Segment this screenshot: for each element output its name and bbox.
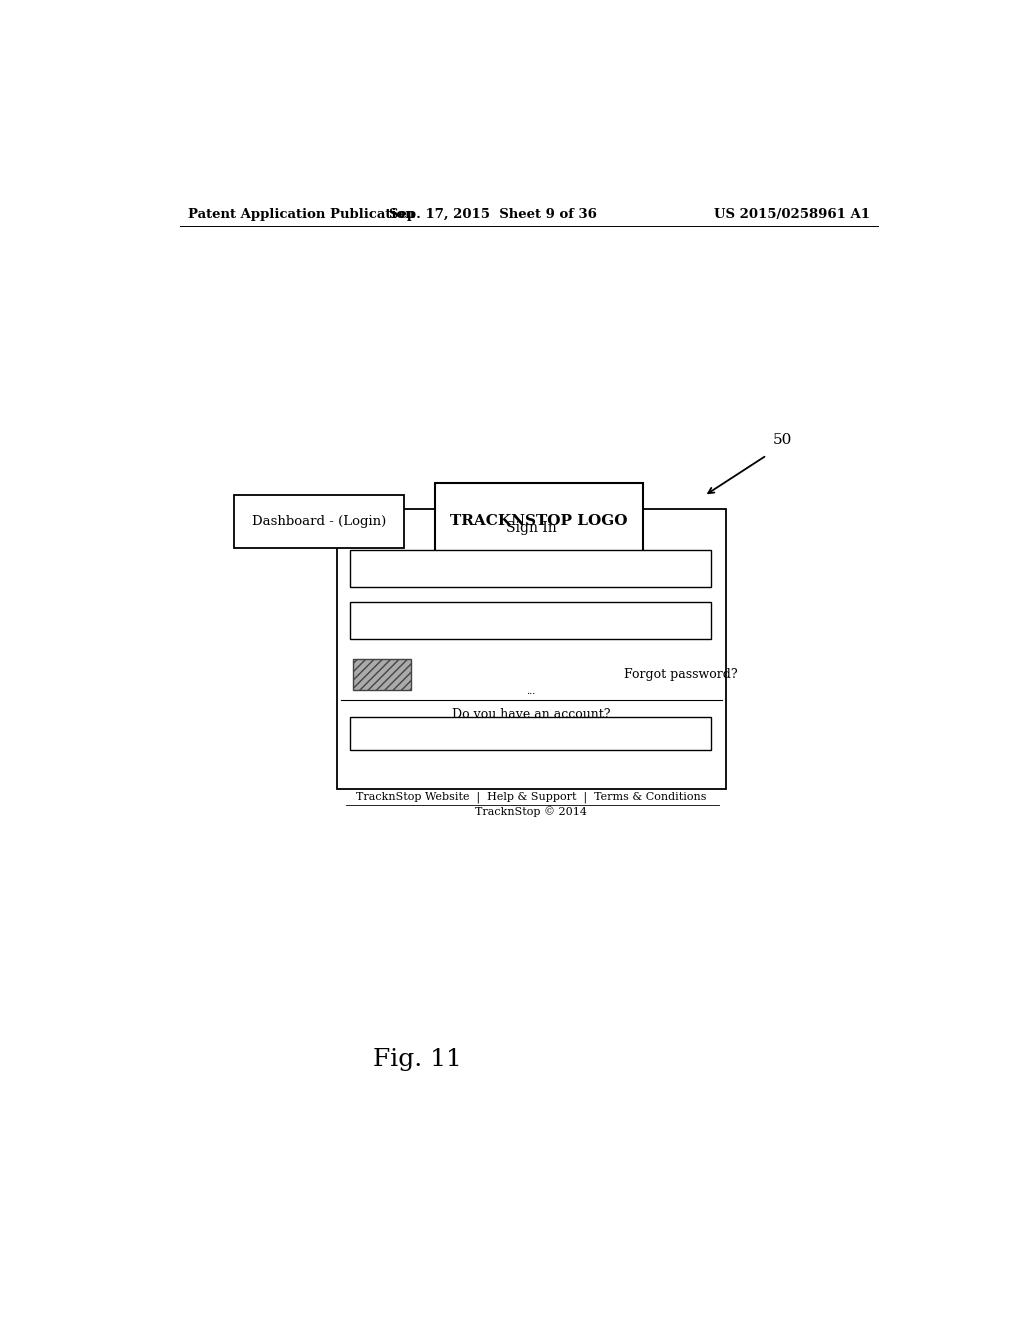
Text: Password: Password [501,614,561,627]
Text: TracknStop Website  |  Help & Support  |  Terms & Conditions: TracknStop Website | Help & Support | Te… [356,792,707,804]
Text: Patent Application Publication: Patent Application Publication [187,207,415,220]
Bar [233,495,404,548]
Text: Email Address: Email Address [485,562,577,576]
Bar [337,510,726,788]
Text: US 2015/0258961 A1: US 2015/0258961 A1 [714,207,870,220]
Text: Sep. 17, 2015  Sheet 9 of 36: Sep. 17, 2015 Sheet 9 of 36 [389,207,597,220]
Text: 50: 50 [773,433,793,447]
Text: ...: ... [526,688,536,696]
Bar [350,718,712,750]
Text: Dashboard - (Login): Dashboard - (Login) [252,515,386,528]
Text: Forgot password?: Forgot password? [625,668,738,681]
Text: Create an account: Create an account [472,727,589,741]
Text: TRACKNSTOP LOGO: TRACKNSTOP LOGO [451,513,628,528]
Text: Do you have an account?: Do you have an account? [452,708,610,721]
Text: Sign In: Sign In [506,521,556,536]
Bar [350,549,712,587]
Text: Fig. 11: Fig. 11 [374,1048,462,1072]
Bar [350,602,712,639]
Bar [352,660,411,690]
Text: TracknStop © 2014: TracknStop © 2014 [475,807,587,817]
Bar [435,483,643,558]
